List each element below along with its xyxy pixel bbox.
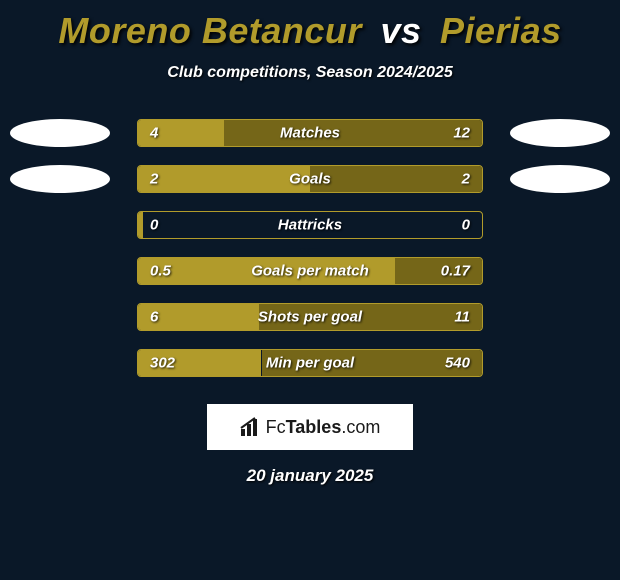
- stats-container: 4 Matches 12 2 Goals 2 0 Hattricks 0 0.5 Goals per…: [0, 110, 620, 386]
- stat-value-right: 12: [453, 125, 470, 142]
- stat-label: Min per goal: [266, 355, 354, 372]
- stat-bar: 302 Min per goal 540: [137, 349, 483, 377]
- stat-fill-right: [310, 166, 482, 192]
- stat-label: Goals: [289, 171, 331, 188]
- title-left: Moreno Betancur: [58, 10, 362, 51]
- stat-value-right: 2: [462, 171, 470, 188]
- stat-row: 0 Hattricks 0: [0, 202, 620, 248]
- stat-value-right: 0.17: [441, 263, 470, 280]
- stat-value-left: 0.5: [150, 263, 171, 280]
- stat-bar: 2 Goals 2: [137, 165, 483, 193]
- stat-label: Goals per match: [251, 263, 369, 280]
- subtitle: Club competitions, Season 2024/2025: [0, 64, 620, 82]
- stat-row: 0.5 Goals per match 0.17: [0, 248, 620, 294]
- player-badge-right: [510, 165, 610, 193]
- stat-row: 2 Goals 2: [0, 156, 620, 202]
- player-badge-right: [510, 119, 610, 147]
- stat-bar: 4 Matches 12: [137, 119, 483, 147]
- title-vs: vs: [380, 10, 421, 51]
- logo-prefix: Fc: [266, 417, 286, 437]
- stat-label: Hattricks: [278, 217, 342, 234]
- stat-row: 4 Matches 12: [0, 110, 620, 156]
- stat-value-left: 302: [150, 355, 175, 372]
- player-badge-left: [10, 119, 110, 147]
- bar-chart-icon: [240, 417, 262, 437]
- logo-bold: Tables: [286, 417, 342, 437]
- stat-row: 302 Min per goal 540: [0, 340, 620, 386]
- stat-bar: 0 Hattricks 0: [137, 211, 483, 239]
- stat-value-right: 11: [454, 309, 470, 326]
- stat-bar: 6 Shots per goal 11: [137, 303, 483, 331]
- stat-value-left: 4: [150, 125, 158, 142]
- stat-value-left: 6: [150, 309, 158, 326]
- stat-value-right: 540: [445, 355, 470, 372]
- title-right: Pierias: [440, 10, 562, 51]
- stat-label: Matches: [280, 125, 340, 142]
- stat-row: 6 Shots per goal 11: [0, 294, 620, 340]
- stat-fill-left: [138, 212, 143, 238]
- logo-text: FcTables.com: [266, 417, 381, 438]
- comparison-title: Moreno Betancur vs Pierias: [0, 0, 620, 52]
- fctables-logo: FcTables.com: [207, 404, 413, 450]
- date: 20 january 2025: [0, 466, 620, 486]
- stat-fill-right: [224, 120, 482, 146]
- stat-value-right: 0: [462, 217, 470, 234]
- player-badge-left: [10, 165, 110, 193]
- stat-label: Shots per goal: [258, 309, 362, 326]
- stat-value-left: 0: [150, 217, 158, 234]
- stat-value-left: 2: [150, 171, 158, 188]
- logo-suffix: .com: [341, 417, 380, 437]
- stat-bar: 0.5 Goals per match 0.17: [137, 257, 483, 285]
- stat-fill-left: [138, 166, 310, 192]
